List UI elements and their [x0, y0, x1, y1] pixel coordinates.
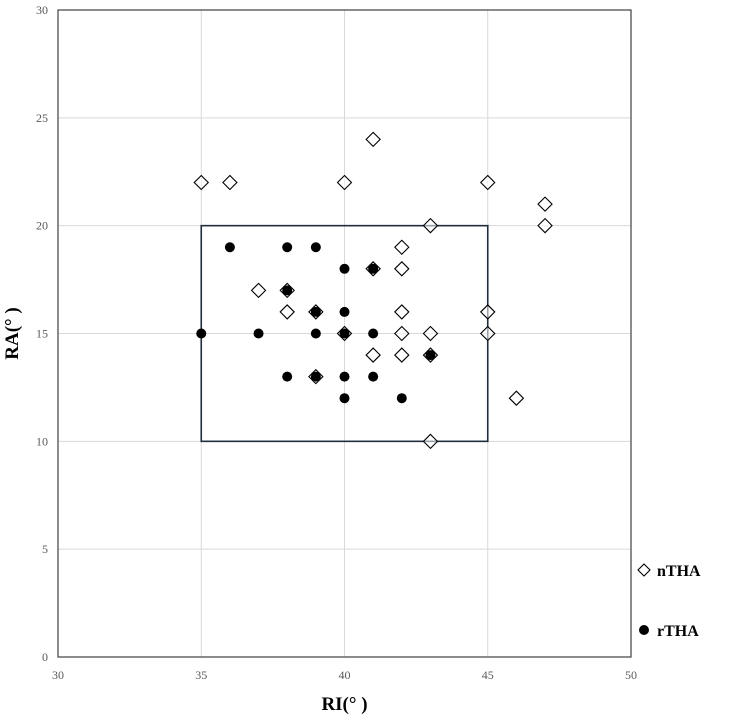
legend-item-rtha: rTHA	[639, 623, 699, 640]
nTHA-point	[365, 131, 381, 148]
rTHA-point	[253, 328, 264, 339]
nTHA-point	[537, 217, 553, 234]
nTHA-point	[479, 304, 496, 320]
series-ntha	[193, 131, 553, 450]
rTHA-point	[224, 242, 235, 253]
nTHA-point	[422, 325, 439, 342]
rTHA-point	[339, 371, 350, 382]
nTHA-point	[479, 325, 496, 342]
y-tick-label: 30	[36, 3, 48, 17]
legend-rTHA-marker	[639, 625, 649, 635]
rTHA-point	[368, 328, 379, 339]
nTHA-point	[193, 174, 210, 191]
rTHA-point	[196, 328, 207, 339]
rTHA-point	[368, 263, 379, 274]
legend-label: nTHA	[657, 563, 701, 580]
rTHA-point	[310, 306, 321, 317]
rTHA-point	[282, 285, 293, 296]
series-rtha	[196, 242, 436, 404]
nTHA-point	[365, 347, 381, 363]
legend-item-nthа: nTHA	[637, 563, 701, 580]
x-tick-label: 40	[339, 668, 351, 682]
nTHA-point	[508, 390, 525, 406]
y-tick-label: 5	[42, 542, 48, 556]
rTHA-point	[339, 263, 350, 274]
y-tick-label: 25	[36, 111, 48, 125]
legend-label: rTHA	[657, 623, 699, 640]
nTHA-point	[394, 261, 410, 277]
data-points	[193, 131, 553, 450]
nTHA-point	[279, 304, 295, 320]
nTHA-point	[222, 174, 238, 191]
rTHA-point	[282, 242, 293, 253]
rTHA-point	[339, 328, 350, 339]
nTHA-point	[394, 347, 410, 363]
x-tick-label: 50	[625, 668, 637, 682]
nTHA-point	[250, 282, 267, 299]
y-axis-tick-labels: 0 5 10 15 20 25 30	[36, 3, 48, 664]
y-tick-label: 15	[36, 327, 48, 341]
x-tick-label: 45	[482, 668, 494, 682]
x-tick-label: 35	[195, 668, 207, 682]
nTHA-point	[394, 239, 410, 256]
nTHA-point	[479, 174, 496, 191]
legend: nTHA rTHA	[637, 563, 701, 640]
rTHA-point	[396, 393, 407, 404]
legend-nTHA-marker	[637, 563, 651, 577]
y-axis-title: RA(° )	[2, 307, 23, 359]
x-tick-label: 30	[52, 668, 64, 682]
x-axis-tick-labels: 30 35 40 45 50	[52, 668, 637, 682]
rTHA-point	[310, 242, 321, 253]
rTHA-point	[282, 371, 293, 382]
y-tick-label: 10	[36, 434, 48, 448]
rTHA-point	[339, 306, 350, 317]
rTHA-point	[339, 393, 350, 404]
nTHA-point	[394, 304, 410, 320]
nTHA-point	[422, 217, 439, 234]
rTHA-point	[425, 350, 436, 361]
rTHA-point	[310, 328, 321, 339]
y-tick-label: 20	[36, 219, 48, 233]
nTHA-point	[537, 196, 553, 212]
y-tick-label: 0	[42, 650, 48, 664]
nTHA-point	[336, 174, 353, 191]
rTHA-point	[310, 371, 321, 382]
nTHA-point	[394, 325, 410, 342]
plot-area-frame	[57, 9, 632, 658]
x-axis-title: RI(° )	[321, 694, 367, 715]
nTHA-point	[422, 433, 439, 450]
rTHA-point	[368, 371, 379, 382]
